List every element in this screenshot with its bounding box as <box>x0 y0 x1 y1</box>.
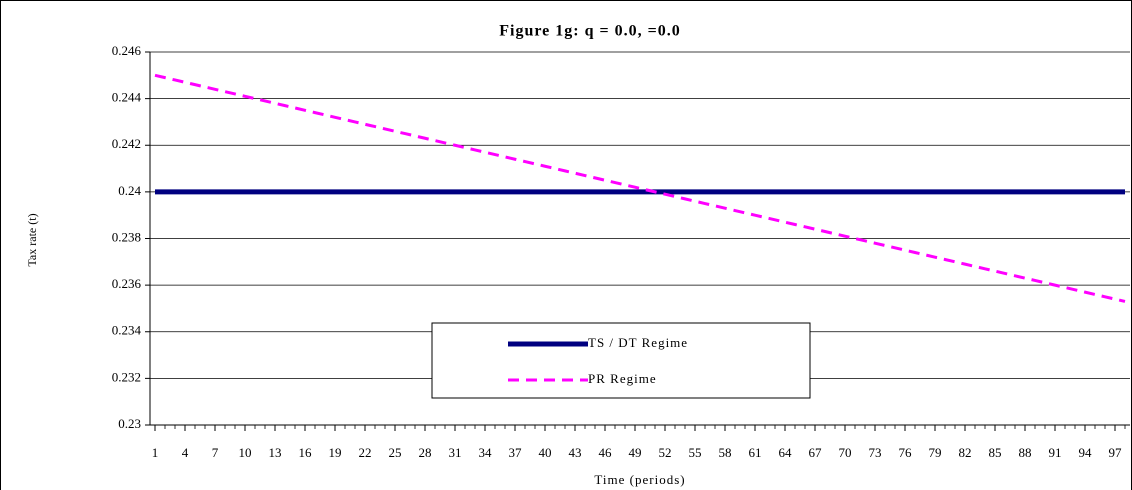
x-tick-label: 91 <box>1049 445 1062 460</box>
y-tick-label: 0.234 <box>112 323 142 338</box>
x-tick-label: 1 <box>152 445 159 460</box>
x-tick-label: 76 <box>899 445 913 460</box>
x-tick-label: 13 <box>269 445 282 460</box>
x-tick-label: 34 <box>479 445 493 460</box>
y-tick-label: 0.236 <box>112 276 142 291</box>
y-tick-label: 0.23 <box>118 416 141 431</box>
x-tick-label: 70 <box>839 445 852 460</box>
x-tick-label: 85 <box>989 445 1002 460</box>
x-tick-label: 49 <box>629 445 642 460</box>
y-tick-label: 0.242 <box>112 136 141 151</box>
x-tick-label: 43 <box>569 445 582 460</box>
x-tick-label: 88 <box>1019 445 1032 460</box>
x-tick-label: 58 <box>719 445 732 460</box>
x-tick-label: 22 <box>359 445 372 460</box>
x-tick-label: 19 <box>329 445 342 460</box>
x-tick-label: 55 <box>689 445 702 460</box>
x-tick-label: 61 <box>749 445 762 460</box>
x-tick-label: 94 <box>1079 445 1093 460</box>
x-tick-label: 97 <box>1109 445 1123 460</box>
legend-box <box>431 322 811 399</box>
x-tick-label: 67 <box>809 445 823 460</box>
y-tick-label: 0.238 <box>112 229 141 244</box>
x-axis-label: Time (periods) <box>594 472 685 487</box>
x-tick-label: 31 <box>449 445 462 460</box>
x-tick-label: 79 <box>929 445 942 460</box>
x-tick-label: 7 <box>212 445 219 460</box>
y-tick-label: 0.24 <box>118 183 141 198</box>
x-tick-label: 4 <box>182 445 189 460</box>
x-tick-label: 73 <box>869 445 882 460</box>
plot-area: 0.23 0.232 0.234 0.236 0.238 0.24 0.242 0.244 0.… <box>112 43 1130 460</box>
x-tick-label: 16 <box>299 445 313 460</box>
x-tick-label: 82 <box>959 445 972 460</box>
line-series <box>154 73 1126 303</box>
y-axis-label: Tax rate (t) <box>25 213 39 266</box>
x-tick-label: 37 <box>509 445 523 460</box>
x-tick-label: 25 <box>389 445 402 460</box>
y-tick-label: 0.232 <box>112 369 141 384</box>
x-tick-label: 64 <box>779 445 793 460</box>
chart-title: Figure 1g: q = 0.0, =0.0 <box>499 23 681 40</box>
legend-label: PR Regime <box>588 371 657 386</box>
legend-label: TS / DT Regime <box>588 335 688 350</box>
x-tick-label: 28 <box>419 445 432 460</box>
x-tick-label: 46 <box>599 445 613 460</box>
x-tick-label: 40 <box>539 445 552 460</box>
y-tick-label: 0.244 <box>112 90 142 105</box>
x-tick-label: 52 <box>659 445 672 460</box>
x-tick-label: 10 <box>239 445 252 460</box>
y-tick-label: 0.246 <box>112 43 142 58</box>
